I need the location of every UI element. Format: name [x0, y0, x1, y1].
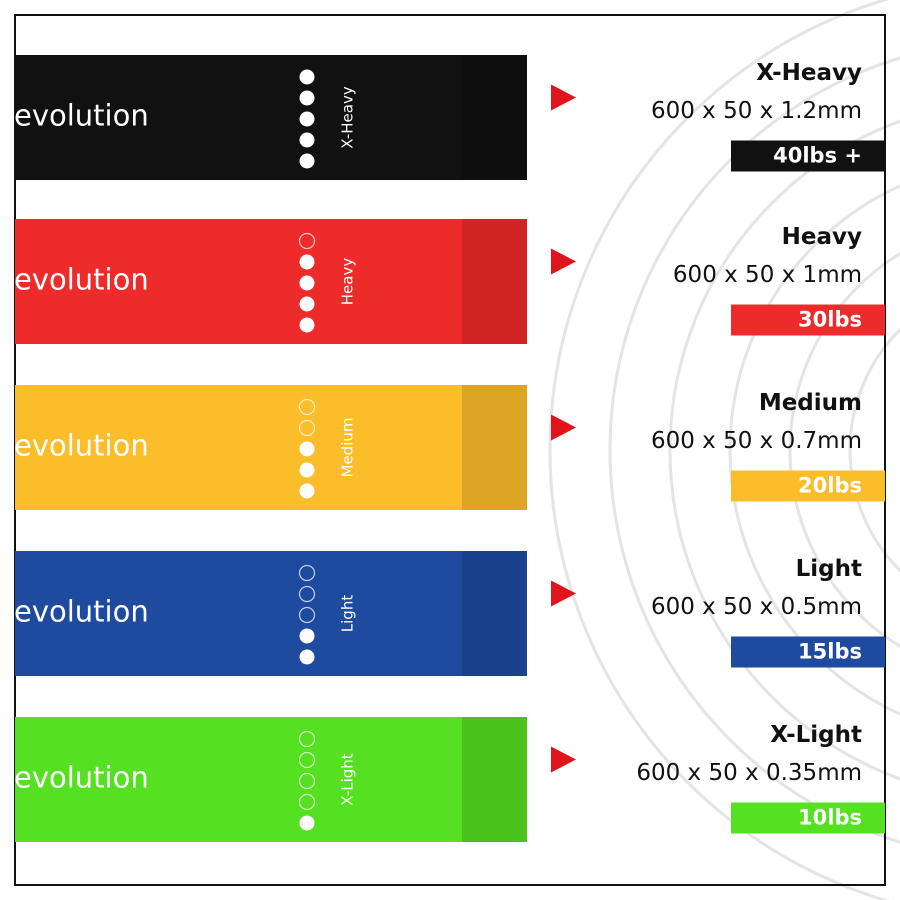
- level-dot: [298, 419, 316, 437]
- arrow: [551, 84, 576, 111]
- band: [15, 55, 527, 180]
- level-dot: [298, 585, 316, 603]
- brand-label: evolution: [14, 429, 149, 463]
- band-fold: [462, 219, 527, 344]
- band-dimensions: 600 x 50 x 0.5mm: [651, 594, 862, 620]
- level-dot: [298, 564, 316, 582]
- band-level-label: Light: [339, 595, 357, 633]
- band-dimensions: 600 x 50 x 0.7mm: [651, 428, 862, 454]
- weight-badge: [731, 636, 885, 668]
- level-dot: [299, 628, 315, 644]
- brand-label: evolution: [14, 263, 149, 297]
- level-dot: [299, 441, 315, 457]
- band-weight: 30lbs: [798, 308, 862, 332]
- band-weight: 20lbs: [798, 474, 862, 498]
- band-weight: 40lbs +: [773, 144, 862, 168]
- band-name: Light: [796, 556, 862, 582]
- band-level-label: Heavy: [339, 258, 357, 306]
- level-dot: [299, 132, 315, 148]
- background-arcs: [548, 0, 900, 900]
- arrow: [551, 746, 576, 773]
- weight-badge: [731, 304, 885, 336]
- brand-label: evolution: [14, 761, 149, 795]
- band-name: X-Heavy: [756, 60, 862, 86]
- band-name: X-Light: [770, 722, 862, 748]
- level-dot: [299, 483, 315, 499]
- level-dot: [298, 772, 316, 790]
- brand-label: evolution: [14, 595, 149, 629]
- level-dot: [299, 275, 315, 291]
- band: [15, 551, 527, 676]
- brand-label: evolution: [14, 99, 149, 133]
- weight-badge: [731, 140, 885, 172]
- band-level-label: X-Light: [339, 753, 357, 805]
- band-fold: [462, 385, 527, 510]
- band-weight: 15lbs: [798, 640, 862, 664]
- level-dot: [298, 751, 316, 769]
- level-dot: [299, 462, 315, 478]
- band: [15, 385, 527, 510]
- band-dimensions: 600 x 50 x 1.2mm: [651, 98, 862, 124]
- band-dimensions: 600 x 50 x 0.35mm: [636, 760, 862, 786]
- level-dot: [299, 815, 315, 831]
- level-dot: [299, 649, 315, 665]
- level-dot: [299, 90, 315, 106]
- level-dot: [298, 730, 316, 748]
- band: [15, 219, 527, 344]
- band-weight: 10lbs: [798, 806, 862, 830]
- band-name: Medium: [759, 390, 862, 416]
- arrow: [551, 580, 576, 607]
- band-fold: [462, 551, 527, 676]
- band-dimensions: 600 x 50 x 1mm: [673, 262, 862, 288]
- weight-badge: [731, 802, 885, 834]
- level-dot: [299, 153, 315, 169]
- level-dot: [299, 296, 315, 312]
- level-dot: [299, 317, 315, 333]
- level-dot: [299, 254, 315, 270]
- level-dot: [298, 606, 316, 624]
- level-dot: [298, 398, 316, 416]
- band-level-label: X-Heavy: [339, 86, 357, 149]
- arrow: [551, 248, 576, 275]
- band-fold: [462, 55, 527, 180]
- level-dot: [298, 232, 316, 250]
- band-name: Heavy: [782, 224, 862, 250]
- level-dot: [299, 69, 315, 85]
- arrow: [551, 414, 576, 441]
- level-dot: [298, 793, 316, 811]
- band-level-label: Medium: [339, 418, 357, 478]
- band: [15, 717, 527, 842]
- band-fold: [462, 717, 527, 842]
- weight-badge: [731, 470, 885, 502]
- level-dot: [299, 111, 315, 127]
